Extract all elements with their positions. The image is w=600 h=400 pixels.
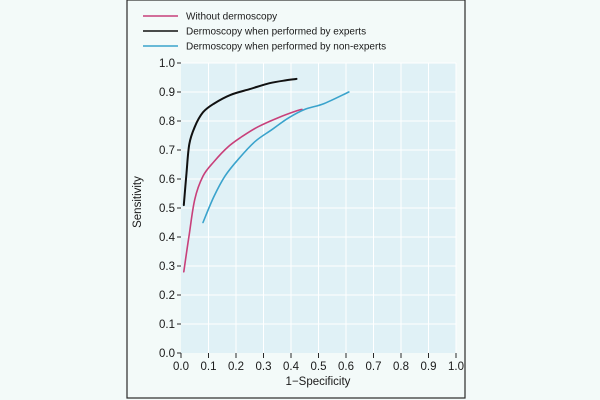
x-tick-label: 0.9: [421, 361, 437, 373]
y-tick-label: 0.7: [159, 145, 175, 157]
y-tick-label: 1.0: [159, 58, 175, 70]
y-tick-label: 0.4: [159, 232, 176, 244]
x-tick-label: 0.5: [311, 361, 327, 373]
x-tick-label: 0.1: [201, 361, 217, 373]
x-tick-label: 0.2: [228, 361, 244, 373]
legend-label-non-experts: Dermoscopy when performed by non-experts: [186, 42, 386, 53]
series-line-non-experts: [202, 91, 350, 224]
y-tick-label: 0.2: [159, 290, 175, 302]
x-tick-label: 0.6: [338, 361, 354, 373]
x-tick-label: 0.3: [256, 361, 272, 373]
x-tick-label: 0.7: [366, 361, 382, 373]
legend: Without dermoscopy Dermoscopy when perfo…: [143, 12, 386, 53]
series-layer: [182, 77, 350, 273]
y-tick-label: 0.9: [159, 87, 175, 99]
legend-label-experts: Dermoscopy when performed by experts: [186, 27, 366, 38]
y-tick-label: 0.3: [159, 261, 175, 273]
x-axis-title: 1−Specificity: [286, 376, 351, 388]
x-tick-label: 0.4: [283, 361, 300, 373]
legend-label-without-dermoscopy: Without dermoscopy: [186, 12, 277, 23]
series-line-experts: [182, 77, 298, 207]
x-tick-label: 0.0: [173, 361, 189, 373]
grid-lines: [181, 62, 457, 353]
y-tick-label: 0.8: [159, 116, 175, 128]
y-tick-label: 0.5: [159, 203, 175, 215]
y-axis-title: Sensitivity: [132, 176, 144, 228]
y-tick-label: 0.6: [159, 174, 175, 186]
x-tick-label: 0.8: [393, 361, 409, 373]
y-tick-label: 0.1: [159, 319, 175, 331]
x-tick-label: 1.0: [448, 361, 464, 373]
axis-ticks: 0.0 0.1 0.2 0.3 0.4 0.5 0.6 0.7 0.8 0.9 1.0 0.0 0.1 0…: [159, 58, 464, 373]
y-tick-label: 0.0: [159, 348, 175, 360]
series-line-without-dermoscopy: [183, 108, 303, 273]
